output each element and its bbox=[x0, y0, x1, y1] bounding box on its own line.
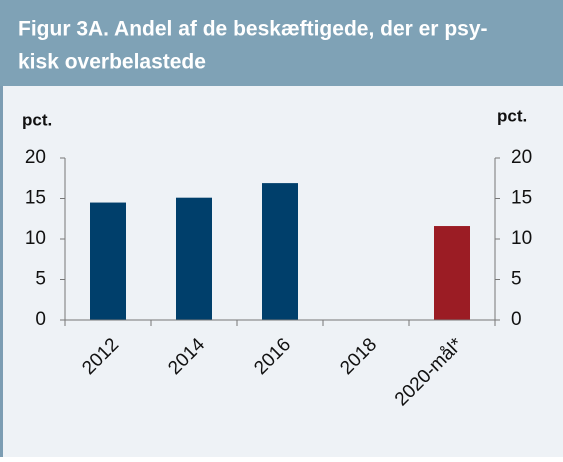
panel-edge bbox=[0, 86, 3, 457]
y-tick-label: 5 bbox=[35, 269, 46, 290]
bar bbox=[262, 183, 298, 320]
bar bbox=[434, 226, 470, 320]
y-axis-label: pct. bbox=[22, 110, 52, 129]
bar bbox=[176, 197, 212, 320]
y-tick-label: 0 bbox=[35, 309, 46, 330]
chart-title: kisk overbelastede bbox=[18, 51, 206, 74]
header bbox=[0, 0, 563, 86]
y2-tick-label: 0 bbox=[511, 309, 522, 330]
y2-axis-label: pct. bbox=[497, 106, 527, 125]
y-tick-label: 15 bbox=[25, 188, 46, 209]
y-tick-label: 10 bbox=[25, 228, 46, 249]
y2-tick-label: 15 bbox=[511, 188, 532, 209]
y2-tick-label: 5 bbox=[511, 269, 522, 290]
bar bbox=[90, 202, 126, 320]
y2-tick-label: 10 bbox=[511, 228, 532, 249]
chart-title: Figur 3A. Andel af de beskæftigede, der … bbox=[18, 18, 488, 41]
y2-tick-label: 20 bbox=[511, 147, 532, 168]
y-tick-label: 20 bbox=[25, 147, 46, 168]
